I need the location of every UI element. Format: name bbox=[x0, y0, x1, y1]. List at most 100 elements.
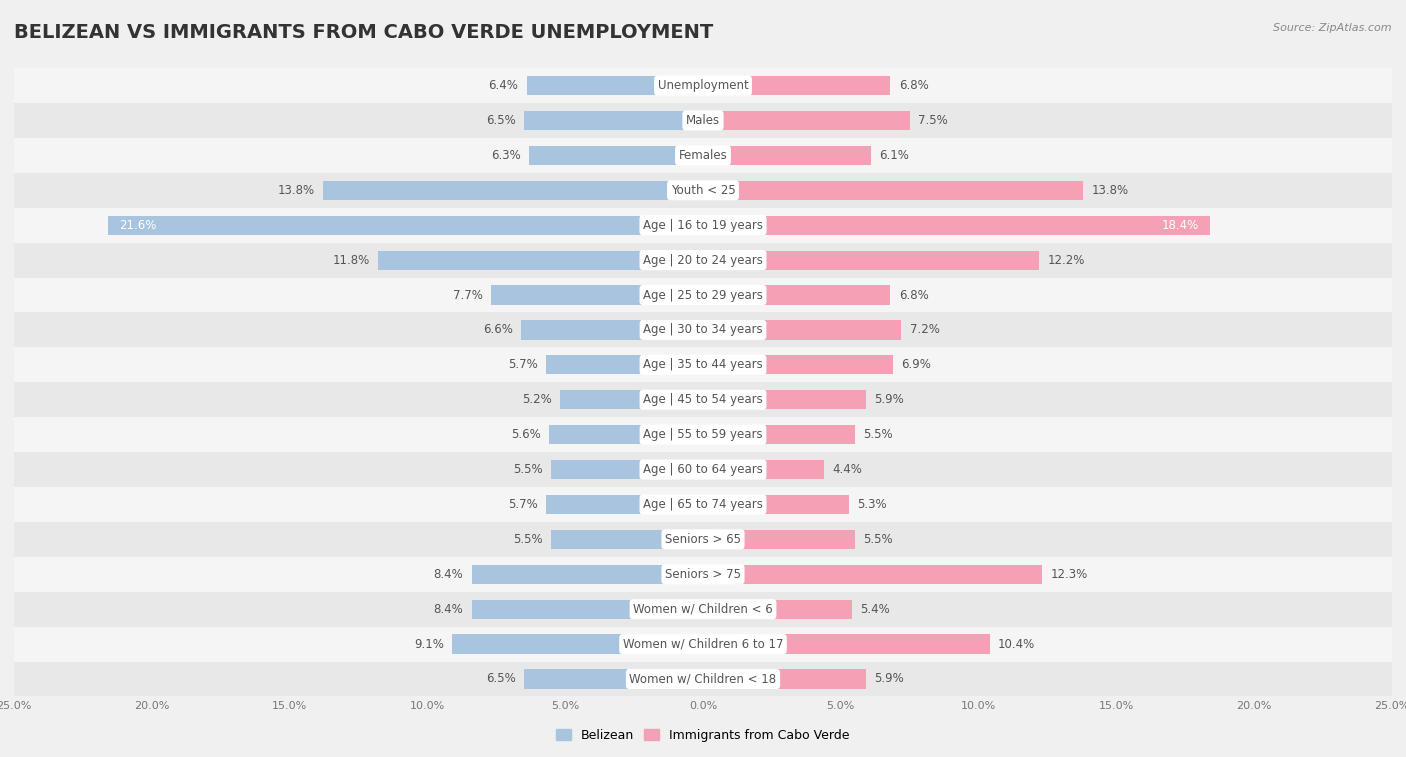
Text: 8.4%: 8.4% bbox=[433, 568, 463, 581]
Text: 8.4%: 8.4% bbox=[433, 603, 463, 615]
Bar bbox=[14, 417, 1392, 452]
Text: 7.7%: 7.7% bbox=[453, 288, 482, 301]
Bar bbox=[14, 173, 1392, 207]
Bar bbox=[546, 355, 703, 375]
Text: Age | 16 to 19 years: Age | 16 to 19 years bbox=[643, 219, 763, 232]
Bar bbox=[14, 243, 1392, 278]
Text: Source: ZipAtlas.com: Source: ZipAtlas.com bbox=[1274, 23, 1392, 33]
Bar bbox=[378, 251, 703, 269]
Text: Age | 20 to 24 years: Age | 20 to 24 years bbox=[643, 254, 763, 266]
Bar bbox=[14, 592, 1392, 627]
Bar bbox=[703, 495, 849, 514]
Text: Age | 45 to 54 years: Age | 45 to 54 years bbox=[643, 393, 763, 407]
Text: 6.3%: 6.3% bbox=[491, 149, 522, 162]
Bar bbox=[524, 111, 703, 130]
Text: Women w/ Children < 6: Women w/ Children < 6 bbox=[633, 603, 773, 615]
Text: Age | 55 to 59 years: Age | 55 to 59 years bbox=[643, 428, 763, 441]
Bar bbox=[14, 662, 1392, 696]
Bar bbox=[703, 146, 872, 165]
Bar bbox=[703, 669, 866, 689]
Text: Males: Males bbox=[686, 114, 720, 127]
Bar bbox=[471, 565, 703, 584]
Bar bbox=[323, 181, 703, 200]
Bar bbox=[548, 425, 703, 444]
Text: 12.2%: 12.2% bbox=[1047, 254, 1085, 266]
Text: 5.5%: 5.5% bbox=[863, 428, 893, 441]
Bar bbox=[703, 425, 855, 444]
Bar bbox=[703, 355, 893, 375]
Bar bbox=[703, 216, 1211, 235]
Bar bbox=[551, 530, 703, 549]
Bar bbox=[703, 285, 890, 304]
Bar bbox=[14, 522, 1392, 557]
Text: Unemployment: Unemployment bbox=[658, 79, 748, 92]
Bar bbox=[14, 278, 1392, 313]
Text: 12.3%: 12.3% bbox=[1050, 568, 1087, 581]
Text: Seniors > 75: Seniors > 75 bbox=[665, 568, 741, 581]
Text: 7.5%: 7.5% bbox=[918, 114, 948, 127]
Bar bbox=[703, 111, 910, 130]
Text: 5.6%: 5.6% bbox=[510, 428, 540, 441]
Text: Age | 35 to 44 years: Age | 35 to 44 years bbox=[643, 358, 763, 372]
Text: 6.5%: 6.5% bbox=[486, 672, 516, 686]
Bar bbox=[703, 251, 1039, 269]
Bar bbox=[560, 390, 703, 410]
Text: Age | 60 to 64 years: Age | 60 to 64 years bbox=[643, 463, 763, 476]
Bar bbox=[14, 347, 1392, 382]
Bar bbox=[471, 600, 703, 618]
Legend: Belizean, Immigrants from Cabo Verde: Belizean, Immigrants from Cabo Verde bbox=[551, 724, 855, 746]
Bar bbox=[703, 390, 866, 410]
Text: 5.7%: 5.7% bbox=[508, 358, 537, 372]
Text: Age | 30 to 34 years: Age | 30 to 34 years bbox=[643, 323, 763, 336]
Bar bbox=[453, 634, 703, 654]
Bar bbox=[703, 76, 890, 95]
Text: 5.2%: 5.2% bbox=[522, 393, 551, 407]
Text: 6.1%: 6.1% bbox=[879, 149, 910, 162]
Text: 5.4%: 5.4% bbox=[860, 603, 890, 615]
Text: BELIZEAN VS IMMIGRANTS FROM CABO VERDE UNEMPLOYMENT: BELIZEAN VS IMMIGRANTS FROM CABO VERDE U… bbox=[14, 23, 713, 42]
Text: Age | 65 to 74 years: Age | 65 to 74 years bbox=[643, 498, 763, 511]
Text: 6.9%: 6.9% bbox=[901, 358, 931, 372]
Text: 5.3%: 5.3% bbox=[858, 498, 887, 511]
Text: 5.5%: 5.5% bbox=[513, 533, 543, 546]
Bar bbox=[14, 382, 1392, 417]
Bar bbox=[703, 530, 855, 549]
Text: 21.6%: 21.6% bbox=[118, 219, 156, 232]
Text: Women w/ Children 6 to 17: Women w/ Children 6 to 17 bbox=[623, 637, 783, 650]
Text: 11.8%: 11.8% bbox=[332, 254, 370, 266]
Bar bbox=[522, 320, 703, 340]
Bar bbox=[527, 76, 703, 95]
Text: Age | 25 to 29 years: Age | 25 to 29 years bbox=[643, 288, 763, 301]
Bar bbox=[14, 313, 1392, 347]
Text: 5.9%: 5.9% bbox=[875, 672, 904, 686]
Text: 5.9%: 5.9% bbox=[875, 393, 904, 407]
Bar bbox=[524, 669, 703, 689]
Bar bbox=[703, 634, 990, 654]
Bar bbox=[14, 627, 1392, 662]
Text: 7.2%: 7.2% bbox=[910, 323, 939, 336]
Text: 13.8%: 13.8% bbox=[277, 184, 315, 197]
Text: 18.4%: 18.4% bbox=[1161, 219, 1199, 232]
Bar bbox=[703, 565, 1042, 584]
Text: 6.8%: 6.8% bbox=[898, 79, 928, 92]
Bar bbox=[108, 216, 703, 235]
Text: 5.5%: 5.5% bbox=[863, 533, 893, 546]
Text: Seniors > 65: Seniors > 65 bbox=[665, 533, 741, 546]
Text: Women w/ Children < 18: Women w/ Children < 18 bbox=[630, 672, 776, 686]
Bar bbox=[14, 103, 1392, 138]
Bar bbox=[703, 181, 1083, 200]
Text: 6.5%: 6.5% bbox=[486, 114, 516, 127]
Bar bbox=[551, 460, 703, 479]
Bar bbox=[14, 138, 1392, 173]
Bar bbox=[491, 285, 703, 304]
Text: 10.4%: 10.4% bbox=[998, 637, 1035, 650]
Text: 9.1%: 9.1% bbox=[415, 637, 444, 650]
Bar bbox=[14, 487, 1392, 522]
Bar bbox=[14, 68, 1392, 103]
Text: 6.4%: 6.4% bbox=[488, 79, 519, 92]
Text: 5.5%: 5.5% bbox=[513, 463, 543, 476]
Text: 13.8%: 13.8% bbox=[1091, 184, 1129, 197]
Bar bbox=[14, 207, 1392, 243]
Bar bbox=[530, 146, 703, 165]
Text: Youth < 25: Youth < 25 bbox=[671, 184, 735, 197]
